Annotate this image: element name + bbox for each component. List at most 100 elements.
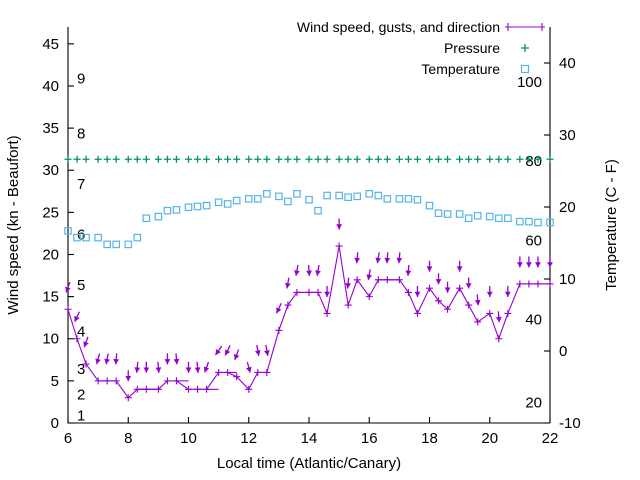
wind-direction-arrow bbox=[65, 281, 71, 293]
legend-marker-wind-right bbox=[539, 23, 545, 31]
y2-tick-label: -10 bbox=[559, 415, 581, 432]
wind-direction-arrow bbox=[444, 281, 451, 293]
temperature-marker bbox=[73, 233, 81, 242]
pressure-marker bbox=[163, 155, 171, 163]
temperature-marker bbox=[534, 218, 542, 227]
y-tick-label: 35 bbox=[42, 120, 59, 137]
wind-speed-marker bbox=[365, 293, 373, 301]
pressure-marker bbox=[284, 155, 292, 163]
x-tick-label: 18 bbox=[421, 430, 438, 447]
temperature-marker bbox=[184, 203, 193, 212]
fahrenheit-scale-label: 80 bbox=[525, 153, 542, 170]
beaufort-scale-label: 9 bbox=[77, 71, 85, 88]
x-tick-label: 16 bbox=[361, 430, 378, 447]
x-axis-title: Local time (Atlantic/Canary) bbox=[217, 455, 401, 472]
wind-direction-arrow bbox=[486, 285, 493, 297]
y2-tick-label: 20 bbox=[559, 199, 576, 216]
wind-direction-arrow bbox=[456, 260, 463, 272]
wind-speed-marker bbox=[426, 284, 433, 292]
pressure-marker bbox=[194, 155, 202, 163]
fahrenheit-scale-label: 40 bbox=[525, 312, 542, 329]
temperature-marker bbox=[193, 202, 202, 211]
wind-direction-arrow bbox=[535, 256, 541, 268]
temperature-marker bbox=[133, 233, 142, 242]
pressure-marker bbox=[456, 155, 464, 163]
y2-tick-label: 30 bbox=[559, 127, 576, 144]
pressure-marker bbox=[486, 155, 494, 163]
temperature-marker bbox=[365, 190, 374, 198]
pressure-marker bbox=[353, 155, 361, 163]
wind-direction-arrow bbox=[214, 345, 223, 356]
pressure-marker bbox=[305, 155, 313, 163]
wind-direction-arrow bbox=[173, 353, 180, 365]
wind-speed-marker bbox=[163, 377, 171, 385]
wind-speed-marker bbox=[284, 301, 292, 309]
wind-direction-arrow bbox=[547, 256, 553, 268]
wind-direction-arrow bbox=[495, 311, 502, 323]
beaufort-scale-label: 5 bbox=[77, 277, 85, 294]
temperature-marker bbox=[395, 195, 404, 203]
wind-direction-arrow bbox=[194, 361, 201, 373]
pressure-marker bbox=[474, 155, 482, 163]
y2-tick-label: 0 bbox=[559, 343, 567, 360]
legend-swatch-pressure bbox=[521, 44, 529, 52]
pressure-marker bbox=[323, 155, 331, 163]
fahrenheit-scale-label: 20 bbox=[525, 394, 542, 411]
pressure-marker bbox=[444, 155, 452, 163]
wind-direction-arrow bbox=[504, 285, 511, 297]
temperature-marker bbox=[263, 190, 271, 198]
wind-speed-marker bbox=[404, 288, 412, 296]
wind-direction-arrow bbox=[203, 361, 210, 373]
fahrenheit-scale-label: 100 bbox=[517, 74, 542, 91]
wind-direction-arrow bbox=[384, 252, 391, 264]
temperature-marker bbox=[383, 195, 392, 203]
y-tick-label: 40 bbox=[42, 78, 59, 95]
wind-direction-arrow bbox=[264, 344, 270, 356]
wind-direction-arrow bbox=[113, 353, 120, 365]
pressure-marker bbox=[133, 155, 141, 163]
y-tick-label: 45 bbox=[42, 36, 59, 53]
wind-direction-arrow bbox=[143, 361, 150, 373]
wind-speed-marker bbox=[353, 276, 361, 284]
pressure-marker bbox=[233, 155, 241, 163]
temperature-marker bbox=[443, 210, 452, 218]
y-tick-label: 20 bbox=[42, 246, 59, 263]
wind-speed-marker bbox=[275, 326, 283, 334]
pressure-marker bbox=[112, 155, 120, 163]
pressure-marker bbox=[344, 155, 352, 163]
pressure-marker bbox=[504, 155, 512, 163]
pressure-marker bbox=[172, 155, 180, 163]
wind-speed-marker bbox=[263, 368, 271, 376]
y-tick-label: 25 bbox=[42, 204, 59, 221]
pressure-marker bbox=[185, 155, 192, 163]
wind-speed-marker bbox=[465, 301, 473, 309]
wind-speed-marker bbox=[413, 309, 421, 317]
pressure-marker bbox=[516, 155, 524, 163]
y-tick-label: 5 bbox=[51, 373, 59, 390]
pressure-marker bbox=[435, 155, 443, 163]
temperature-marker bbox=[494, 214, 503, 223]
y-axis-title: Wind speed (kn - Beaufort) bbox=[5, 135, 22, 314]
temperature-marker bbox=[546, 218, 554, 227]
temperature-marker bbox=[223, 200, 232, 208]
wind-speed-marker bbox=[245, 385, 253, 393]
wind-speed-marker bbox=[185, 385, 192, 393]
temperature-marker bbox=[525, 217, 533, 226]
wind-direction-arrow bbox=[315, 264, 321, 276]
wind-direction-arrow bbox=[354, 252, 361, 264]
temperature-marker bbox=[64, 227, 72, 235]
beaufort-scale-label: 7 bbox=[77, 176, 85, 193]
wind-direction-arrow bbox=[155, 361, 162, 373]
temperature-marker bbox=[335, 191, 343, 200]
wind-speed-marker bbox=[82, 360, 90, 368]
wind-direction-arrow bbox=[414, 285, 421, 297]
temperature-marker bbox=[314, 206, 322, 215]
wind-speed-marker bbox=[456, 284, 464, 292]
wind-direction-arrow bbox=[125, 370, 132, 382]
pressure-marker bbox=[495, 155, 503, 163]
beaufort-scale-label: 2 bbox=[77, 387, 85, 404]
pressure-marker bbox=[383, 155, 391, 163]
wind-speed-marker bbox=[504, 309, 512, 317]
temperature-marker bbox=[142, 214, 151, 223]
